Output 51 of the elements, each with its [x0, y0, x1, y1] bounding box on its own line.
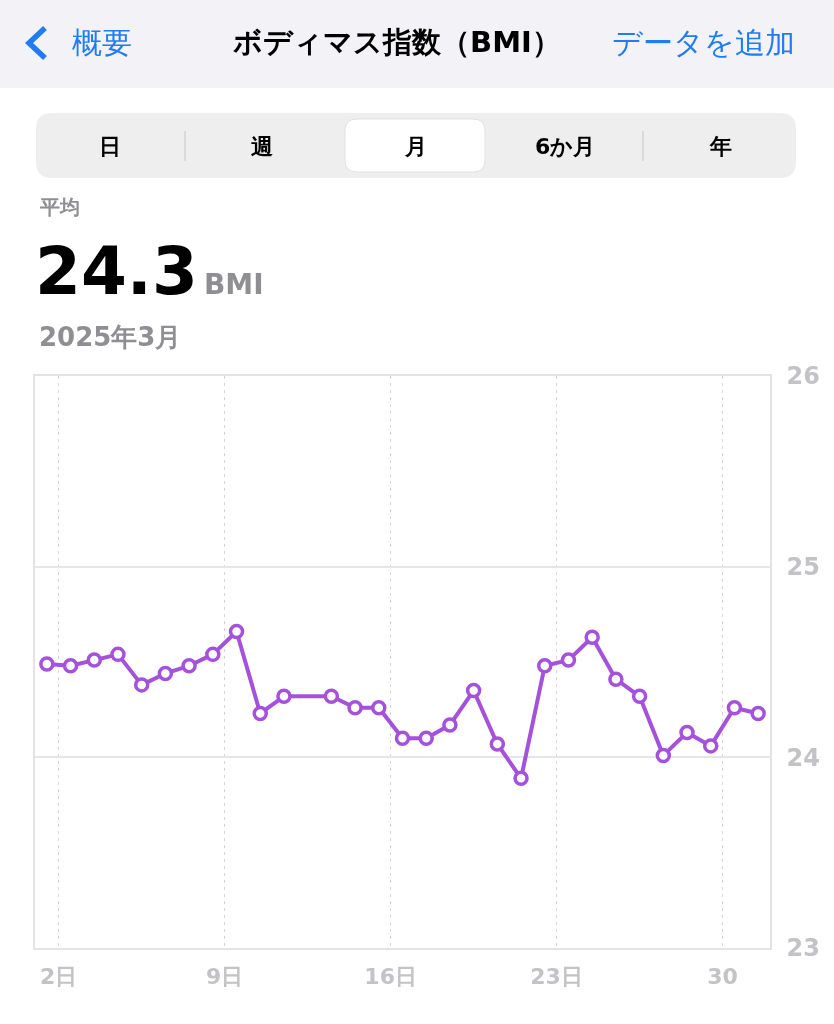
point — [347, 700, 363, 716]
point — [205, 646, 221, 663]
point — [110, 646, 126, 663]
text: 週 — [251, 134, 273, 159]
y-tick-label: 26 — [786, 362, 820, 391]
text: 日 — [99, 134, 121, 159]
text: 2025年3月 — [39, 322, 182, 352]
x-tick-label: 16日 — [364, 964, 417, 990]
point — [157, 665, 174, 682]
point — [560, 652, 577, 668]
x-tick-label: 2日 — [40, 964, 78, 990]
point — [489, 736, 506, 752]
x-tick-label: 23日 — [530, 964, 583, 990]
point — [608, 671, 624, 687]
point — [252, 705, 268, 722]
point — [133, 677, 150, 693]
point — [513, 770, 529, 787]
text: 6か月 — [535, 134, 596, 159]
text: BMI — [204, 268, 264, 301]
text: 概要 — [72, 25, 132, 60]
point — [86, 652, 103, 668]
point — [702, 738, 719, 754]
text: データを追加 — [612, 25, 795, 60]
point — [655, 747, 672, 764]
x-tick-label: 9日 — [206, 964, 244, 990]
point — [62, 658, 79, 674]
point — [537, 658, 553, 674]
point — [442, 717, 458, 733]
point — [679, 724, 695, 741]
point — [371, 700, 387, 716]
point — [584, 629, 600, 645]
point — [750, 705, 766, 722]
point — [276, 688, 292, 705]
point — [726, 700, 743, 716]
point — [323, 688, 340, 705]
point — [631, 688, 648, 705]
y-tick-label: 23 — [786, 934, 820, 963]
text: 24.3 — [35, 233, 198, 310]
point — [181, 658, 197, 674]
y-tick-label: 25 — [786, 553, 820, 582]
point — [418, 730, 434, 747]
text: 年 — [709, 134, 732, 159]
chart-title: ボディマス指数（BMI） — [233, 25, 561, 60]
text: 平均 — [39, 195, 80, 219]
point — [228, 623, 245, 640]
point — [394, 730, 411, 747]
x-tick-label: 30 — [707, 964, 738, 990]
point — [39, 656, 55, 672]
text: 月 — [404, 134, 427, 159]
point — [465, 682, 482, 699]
y-tick-label: 24 — [786, 743, 820, 772]
